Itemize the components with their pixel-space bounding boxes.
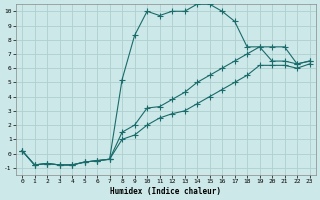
- X-axis label: Humidex (Indice chaleur): Humidex (Indice chaleur): [110, 187, 221, 196]
